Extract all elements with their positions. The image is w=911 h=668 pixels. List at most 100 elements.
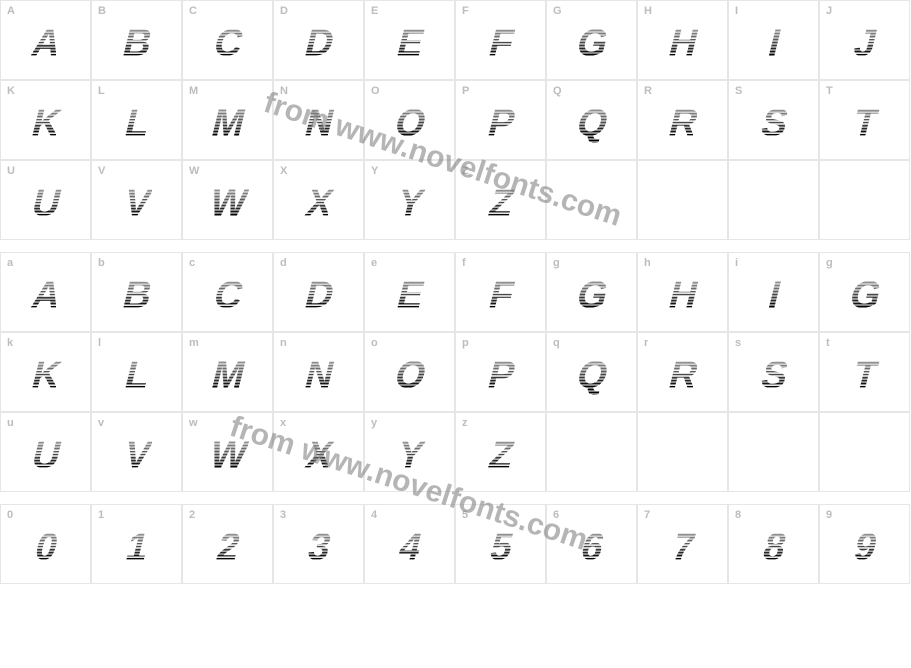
cell-key-label: N	[280, 85, 288, 97]
charmap-cell: wW	[182, 412, 273, 492]
charmap-row: UUVVWWXXYYZZ	[0, 160, 911, 240]
cell-key-label: 1	[98, 509, 104, 521]
cell-glyph: 7	[667, 526, 698, 569]
cell-glyph: O	[390, 354, 429, 397]
charmap-cell: xX	[273, 412, 364, 492]
cell-key-label: 5	[462, 509, 468, 521]
charmap-cell: GG	[546, 0, 637, 80]
charmap-cell: hH	[637, 252, 728, 332]
charmap-cell: AA	[0, 0, 91, 80]
charmap-cell: aA	[0, 252, 91, 332]
cell-key-label: T	[826, 85, 833, 97]
cell-key-label: G	[553, 5, 562, 17]
cell-glyph: G	[572, 274, 611, 317]
cell-glyph: X	[301, 182, 336, 225]
cell-key-label: x	[280, 417, 286, 429]
cell-glyph: U	[27, 434, 64, 477]
charmap-cell: OO	[364, 80, 455, 160]
charmap-cell: XX	[273, 160, 364, 240]
cell-glyph: 1	[121, 526, 152, 569]
cell-glyph: M	[207, 354, 248, 397]
cell-glyph: C	[209, 274, 246, 317]
charmap-cell: 44	[364, 504, 455, 584]
charmap-cell: TT	[819, 80, 910, 160]
cell-key-label: F	[462, 5, 469, 17]
cell-glyph: W	[205, 434, 251, 477]
cell-glyph: O	[390, 102, 429, 145]
cell-glyph: G	[572, 22, 611, 65]
charmap-cell: dD	[273, 252, 364, 332]
cell-key-label: a	[7, 257, 13, 269]
cell-key-label: f	[462, 257, 466, 269]
cell-key-label: X	[280, 165, 287, 177]
charmap-cell: lL	[91, 332, 182, 412]
cell-key-label: M	[189, 85, 198, 97]
cell-glyph: D	[300, 22, 337, 65]
charmap-cell: oO	[364, 332, 455, 412]
cell-glyph: B	[118, 274, 155, 317]
charmap-cell: HH	[637, 0, 728, 80]
cell-key-label: t	[826, 337, 830, 349]
cell-key-label: 6	[553, 509, 559, 521]
cell-glyph: 9	[849, 526, 880, 569]
row-spacer	[0, 492, 911, 504]
charmap-cell: 66	[546, 504, 637, 584]
cell-glyph: J	[849, 22, 880, 65]
cell-glyph: K	[27, 354, 64, 397]
cell-key-label: k	[7, 337, 13, 349]
cell-glyph: B	[118, 22, 155, 65]
cell-glyph: A	[27, 274, 64, 317]
charmap-cell	[546, 160, 637, 240]
cell-key-label: Z	[462, 165, 469, 177]
charmap-row: AABBCCDDEEFFGGHHIIJJ	[0, 0, 911, 80]
cell-key-label: S	[735, 85, 742, 97]
charmap-cell: bB	[91, 252, 182, 332]
charmap-row: aAbBcCdDeEfFgGhHiIgG	[0, 252, 911, 332]
cell-glyph: S	[756, 354, 791, 397]
cell-glyph: F	[484, 22, 517, 65]
cell-key-label: 2	[189, 509, 195, 521]
cell-key-label: p	[462, 337, 469, 349]
cell-glyph: W	[205, 182, 251, 225]
cell-glyph: P	[483, 102, 518, 145]
cell-key-label: z	[462, 417, 468, 429]
cell-key-label: 3	[280, 509, 286, 521]
cell-glyph: X	[301, 434, 336, 477]
cell-glyph: 3	[303, 526, 334, 569]
charmap-cell: vV	[91, 412, 182, 492]
charmap-cell: zZ	[455, 412, 546, 492]
cell-key-label: Y	[371, 165, 378, 177]
cell-glyph: Q	[572, 354, 611, 397]
cell-key-label: J	[826, 5, 832, 17]
charmap-cell: CC	[182, 0, 273, 80]
charmap-cell	[819, 160, 910, 240]
charmap-cell: WW	[182, 160, 273, 240]
cell-glyph: 6	[576, 526, 607, 569]
cell-glyph: I	[763, 274, 783, 317]
cell-key-label: 4	[371, 509, 377, 521]
charmap-cell	[728, 160, 819, 240]
charmap-cell: pP	[455, 332, 546, 412]
cell-key-label: H	[644, 5, 652, 17]
charmap-cell: LL	[91, 80, 182, 160]
cell-glyph: P	[483, 354, 518, 397]
cell-glyph: I	[763, 22, 783, 65]
cell-glyph: M	[207, 102, 248, 145]
charmap-row: uUvVwWxXyYzZ	[0, 412, 911, 492]
cell-key-label: K	[7, 85, 15, 97]
cell-key-label: i	[735, 257, 738, 269]
cell-glyph: G	[845, 274, 884, 317]
cell-glyph: E	[392, 22, 427, 65]
cell-key-label: l	[98, 337, 101, 349]
cell-key-label: q	[553, 337, 560, 349]
cell-glyph: R	[664, 102, 701, 145]
cell-key-label: I	[735, 5, 738, 17]
cell-key-label: b	[98, 257, 105, 269]
cell-glyph: T	[848, 354, 881, 397]
cell-key-label: C	[189, 5, 197, 17]
charmap-cell: fF	[455, 252, 546, 332]
charmap-cell: RR	[637, 80, 728, 160]
cell-key-label: D	[280, 5, 288, 17]
cell-glyph: E	[392, 274, 427, 317]
charmap-cell: 11	[91, 504, 182, 584]
